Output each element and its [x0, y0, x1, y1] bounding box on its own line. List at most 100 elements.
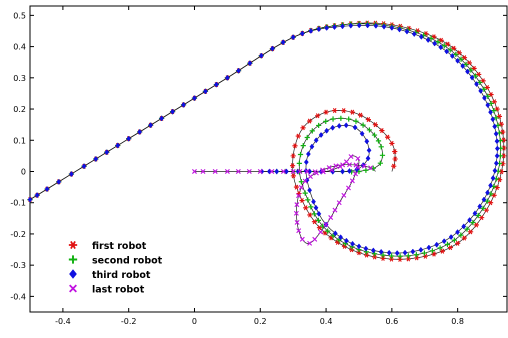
data-point	[311, 219, 318, 225]
data-point	[481, 196, 487, 203]
data-point	[490, 175, 496, 182]
data-point	[428, 35, 434, 42]
data-point	[356, 243, 362, 250]
data-point	[413, 252, 419, 258]
data-point	[297, 169, 303, 174]
data-point	[472, 210, 478, 217]
data-point	[332, 207, 338, 213]
data-point	[316, 122, 322, 129]
data-point	[307, 240, 313, 246]
data-point	[370, 247, 376, 254]
data-point	[426, 244, 432, 251]
data-point	[44, 186, 50, 193]
data-point	[318, 229, 324, 235]
data-point	[69, 171, 74, 178]
data-point	[493, 160, 499, 167]
data-point	[388, 256, 395, 262]
data-point	[304, 169, 310, 174]
data-point	[280, 39, 286, 46]
data-point	[365, 117, 371, 123]
data-point	[371, 251, 378, 257]
legend: first robot second robot third robot last r…	[68, 240, 163, 296]
data-point	[338, 234, 344, 241]
data-point	[448, 234, 454, 241]
data-point	[484, 198, 490, 204]
data-point	[323, 109, 329, 115]
data-point	[340, 168, 345, 175]
data-point	[300, 143, 306, 149]
data-point	[402, 249, 408, 256]
data-point	[379, 152, 386, 158]
data-point	[200, 169, 206, 174]
data-point	[451, 45, 457, 51]
data-point	[306, 151, 311, 158]
data-point	[481, 86, 487, 92]
data-point	[456, 50, 462, 56]
data-point	[372, 254, 378, 260]
data-point	[453, 51, 459, 57]
legend-label: third robot	[92, 270, 151, 281]
data-point	[463, 61, 469, 68]
data-point	[372, 122, 379, 128]
data-point	[429, 248, 435, 254]
data-point	[296, 160, 302, 166]
data-point	[368, 165, 374, 171]
data-point	[284, 168, 289, 175]
y-tick-label: 0.1	[13, 136, 26, 145]
data-point	[348, 154, 354, 160]
data-point	[295, 133, 301, 139]
data-point	[320, 167, 326, 173]
data-point	[324, 127, 330, 134]
data-point	[441, 43, 447, 49]
data-point	[404, 28, 410, 35]
data-point	[247, 60, 253, 67]
y-tick-label: -0.4	[10, 292, 26, 301]
data-point	[313, 170, 319, 176]
data-point	[449, 52, 455, 59]
data-point	[257, 169, 263, 174]
data-point	[485, 93, 491, 99]
legend-marker	[68, 255, 78, 264]
data-point	[332, 230, 338, 237]
data-point	[34, 192, 40, 199]
data-point	[437, 245, 443, 251]
data-point	[274, 168, 280, 175]
plot-area	[29, 5, 508, 313]
data-point	[270, 45, 275, 52]
data-point	[341, 108, 347, 114]
data-point	[371, 132, 378, 138]
data-point	[304, 134, 310, 141]
data-point	[224, 169, 230, 174]
data-point	[477, 203, 483, 210]
data-point	[293, 210, 299, 216]
data-point	[330, 124, 336, 131]
data-point	[494, 152, 500, 159]
data-point	[313, 137, 319, 144]
data-point	[341, 192, 347, 198]
data-point	[299, 197, 305, 204]
data-point	[316, 210, 322, 217]
data-point	[308, 27, 314, 34]
data-point	[494, 138, 500, 145]
data-point	[392, 156, 398, 162]
data-point	[303, 205, 309, 211]
data-point	[294, 219, 300, 225]
data-point	[346, 116, 352, 122]
data-point	[298, 179, 304, 185]
x-tick-label: -0.2	[121, 317, 137, 326]
data-point	[352, 124, 358, 131]
data-point	[465, 68, 470, 75]
data-point	[203, 88, 208, 95]
data-point	[353, 162, 359, 168]
data-point	[467, 229, 474, 235]
data-point	[363, 245, 369, 252]
data-point	[181, 101, 186, 108]
y-tick-label: 0	[21, 167, 26, 176]
data-point	[332, 108, 338, 114]
data-point	[490, 116, 496, 123]
data-point	[469, 74, 475, 81]
data-point	[308, 204, 314, 210]
data-point	[361, 163, 367, 169]
data-point	[214, 81, 219, 88]
